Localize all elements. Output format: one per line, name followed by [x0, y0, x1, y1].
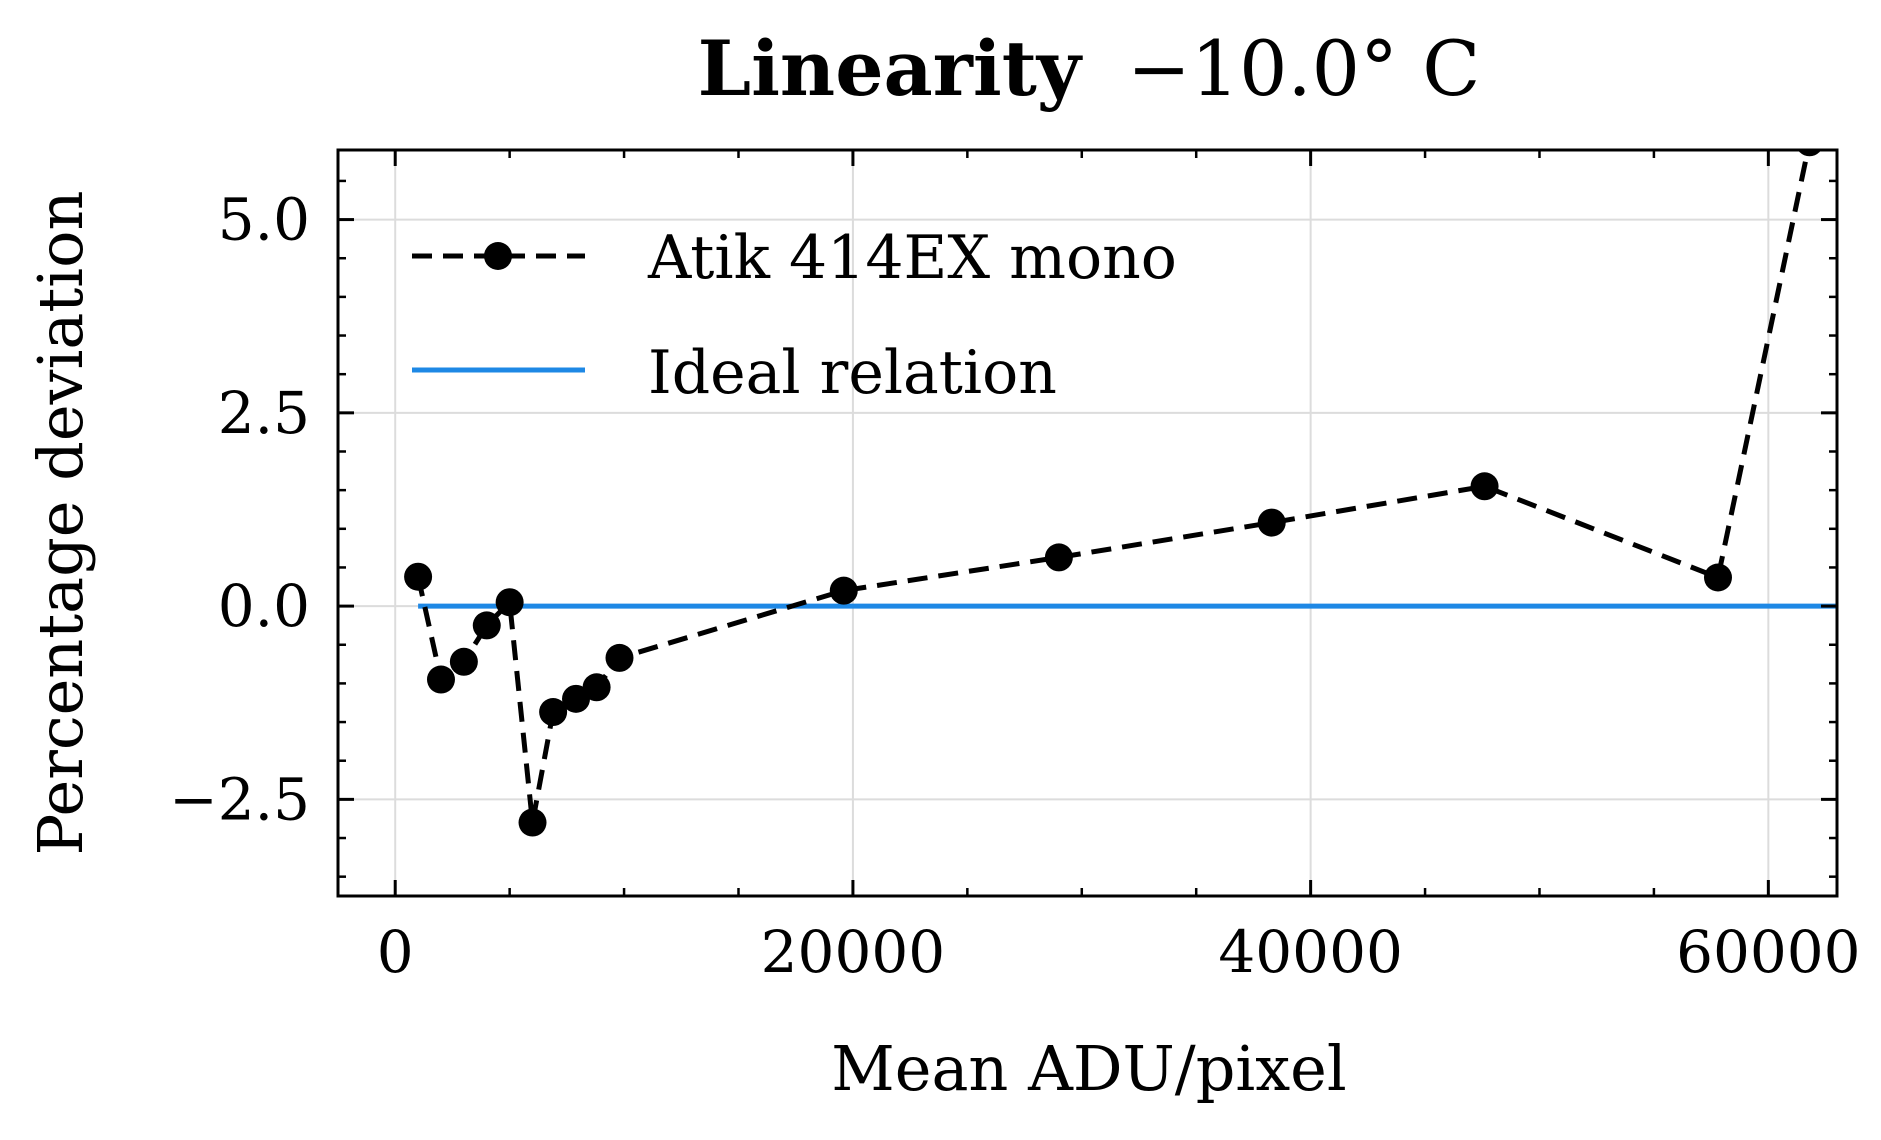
data-point-marker [539, 698, 568, 727]
data-point-marker [495, 588, 524, 617]
legend: Atik 414EX mono Ideal relation [412, 223, 1177, 408]
y-axis-label: Percentage deviation [24, 191, 97, 856]
y-tick-label: 0.0 [218, 572, 310, 640]
chart-title-rest: −10.0° C [1127, 24, 1480, 113]
axis-ticks [338, 150, 1837, 896]
data-point-marker [605, 643, 634, 672]
legend-label-ideal: Ideal relation [648, 338, 1057, 408]
x-axis-label: Mean ADU/pixel [831, 1032, 1346, 1105]
data-point-marker [472, 611, 501, 640]
legend-label-atik: Atik 414EX mono [647, 223, 1177, 293]
series-layer [404, 150, 1837, 837]
legend-swatch-atik-marker [484, 242, 512, 270]
x-tick-label: 40000 [1218, 918, 1403, 986]
y-tick-label: −2.5 [169, 765, 310, 833]
data-point-marker [562, 684, 591, 713]
data-point-marker [518, 808, 547, 837]
data-point-marker [1797, 150, 1822, 157]
chart-title-bold: Linearity [698, 24, 1083, 113]
legend-entry-atik: Atik 414EX mono [412, 223, 1177, 293]
data-point-marker [404, 562, 433, 591]
series-line-atik [415, 150, 1811, 826]
data-point-marker [426, 665, 455, 694]
legend-entry-ideal: Ideal relation [412, 338, 1057, 408]
data-point-marker [829, 576, 858, 605]
data-point-marker [1044, 543, 1073, 572]
x-tick-label: 60000 [1676, 918, 1861, 986]
data-point-marker [1470, 472, 1499, 501]
chart-title: Linearity −10.0° C [698, 24, 1481, 113]
data-point-marker [582, 673, 611, 702]
y-tick-label: 2.5 [218, 379, 310, 447]
x-tick-label: 0 [377, 918, 414, 986]
x-tick-label: 20000 [761, 918, 946, 986]
plot-frame [336, 148, 1839, 898]
data-point-marker [449, 647, 478, 676]
data-point-marker [1257, 508, 1286, 537]
y-tick-label: 5.0 [218, 186, 310, 254]
y-tick-labels: −2.5 0.0 2.5 5.0 [169, 186, 310, 834]
x-tick-labels: 0 20000 40000 60000 [377, 918, 1861, 986]
data-point-marker [1703, 563, 1732, 592]
